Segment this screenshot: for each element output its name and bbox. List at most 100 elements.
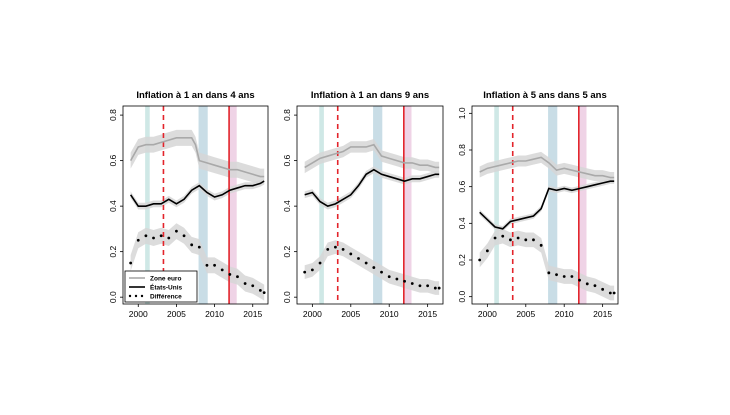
data-point	[136, 238, 140, 242]
data-point	[612, 291, 616, 295]
data-point	[426, 284, 430, 288]
data-point	[372, 266, 376, 269]
shaded-period	[198, 106, 208, 304]
data-point	[220, 268, 224, 272]
data-point	[570, 275, 574, 278]
data-point	[585, 282, 589, 286]
y-tick-label: 0.2	[457, 254, 467, 266]
confidence-band	[479, 228, 615, 301]
data-point	[159, 234, 163, 238]
series-line	[304, 143, 440, 169]
data-point	[608, 291, 612, 295]
data-point	[167, 236, 171, 240]
data-point	[593, 284, 597, 288]
y-tick-label: 0.8	[282, 109, 292, 121]
x-tick-label: 2000	[303, 309, 322, 319]
y-tick-label: 0.4	[457, 217, 467, 229]
y-tick-label: 0.4	[108, 200, 118, 212]
plot-frame	[122, 105, 269, 305]
x-tick-label: 2010	[380, 309, 399, 319]
data-point	[364, 261, 368, 265]
y-tick-label: 0.6	[108, 154, 118, 166]
y-tick-label: 1.0	[457, 107, 467, 119]
legend-dot	[128, 294, 132, 298]
data-point	[251, 284, 255, 288]
data-point	[334, 245, 337, 249]
data-point	[152, 236, 155, 240]
data-point	[437, 286, 441, 290]
data-point	[310, 268, 314, 272]
legend-label: États-Unis	[150, 283, 183, 292]
y-tick-label: 0.0	[457, 290, 467, 302]
shaded-period	[229, 106, 237, 304]
y-tick-label: 0.0	[282, 291, 292, 303]
data-point	[555, 273, 558, 277]
confidence-band	[130, 129, 265, 185]
series-line	[479, 156, 615, 179]
data-point	[387, 275, 391, 279]
x-tick-label: 2010	[555, 309, 574, 319]
data-point	[228, 273, 232, 276]
data-point	[258, 288, 262, 292]
legend-label: Zone euro	[150, 276, 181, 283]
data-point	[562, 275, 566, 278]
data-point	[524, 238, 528, 242]
confidence-band	[304, 166, 440, 210]
confidence-band	[479, 178, 615, 232]
data-point	[433, 286, 437, 290]
series-line	[304, 168, 440, 208]
data-point	[395, 277, 399, 281]
data-point	[303, 270, 307, 274]
confidence-band	[304, 139, 440, 174]
chart-panel-2: Inflation à 1 an dans 9 ans 2000 2005 2010 2…	[282, 90, 444, 319]
x-tick-label: 2000	[478, 309, 497, 319]
data-point	[236, 275, 239, 279]
legend-label: Différence	[150, 294, 182, 301]
y-tick-label: 0.8	[108, 109, 118, 121]
data-point	[485, 249, 489, 253]
shaded-period	[403, 106, 412, 304]
shaded-period	[373, 106, 383, 304]
x-tick-label: 2005	[167, 309, 186, 319]
data-point	[318, 261, 322, 265]
chart-panel-3: Inflation à 5 ans dans 5 ans 2000 2005 2010…	[457, 90, 619, 319]
x-tick-label: 2005	[341, 309, 360, 319]
data-point	[403, 279, 406, 283]
legend-dot	[140, 294, 144, 298]
shaded-period	[578, 106, 587, 304]
x-tick-label: 2000	[129, 309, 148, 319]
y-tick-label: 0.0	[108, 291, 118, 303]
y-tick-label: 0.6	[457, 180, 467, 192]
data-point	[601, 287, 605, 291]
data-point	[509, 238, 512, 242]
y-tick-label: 0.4	[282, 200, 292, 212]
data-point	[243, 282, 247, 285]
data-point	[262, 291, 266, 295]
data-point	[197, 245, 201, 249]
data-point	[532, 238, 535, 242]
chart-title: Inflation à 1 an dans 4 ans	[136, 90, 254, 101]
x-tick-label: 2015	[593, 309, 612, 319]
x-tick-label: 2015	[418, 309, 437, 319]
data-point	[501, 234, 505, 238]
data-point	[326, 247, 330, 251]
data-point	[493, 236, 497, 240]
y-tick-label: 0.2	[108, 245, 118, 257]
legend-dot	[134, 294, 138, 298]
plot-area	[303, 106, 441, 304]
data-point	[213, 263, 216, 267]
data-point	[175, 229, 178, 233]
plot-area	[129, 106, 266, 304]
y-tick-label: 0.2	[282, 245, 292, 257]
chart-title: Inflation à 1 an dans 9 ans	[311, 90, 429, 101]
data-point	[410, 282, 414, 285]
shaded-period	[548, 106, 558, 304]
x-tick-label: 2005	[516, 309, 535, 319]
data-point	[539, 243, 543, 247]
chart-title: Inflation à 5 ans dans 5 ans	[483, 90, 607, 101]
data-point	[357, 257, 360, 260]
data-point	[578, 278, 581, 282]
